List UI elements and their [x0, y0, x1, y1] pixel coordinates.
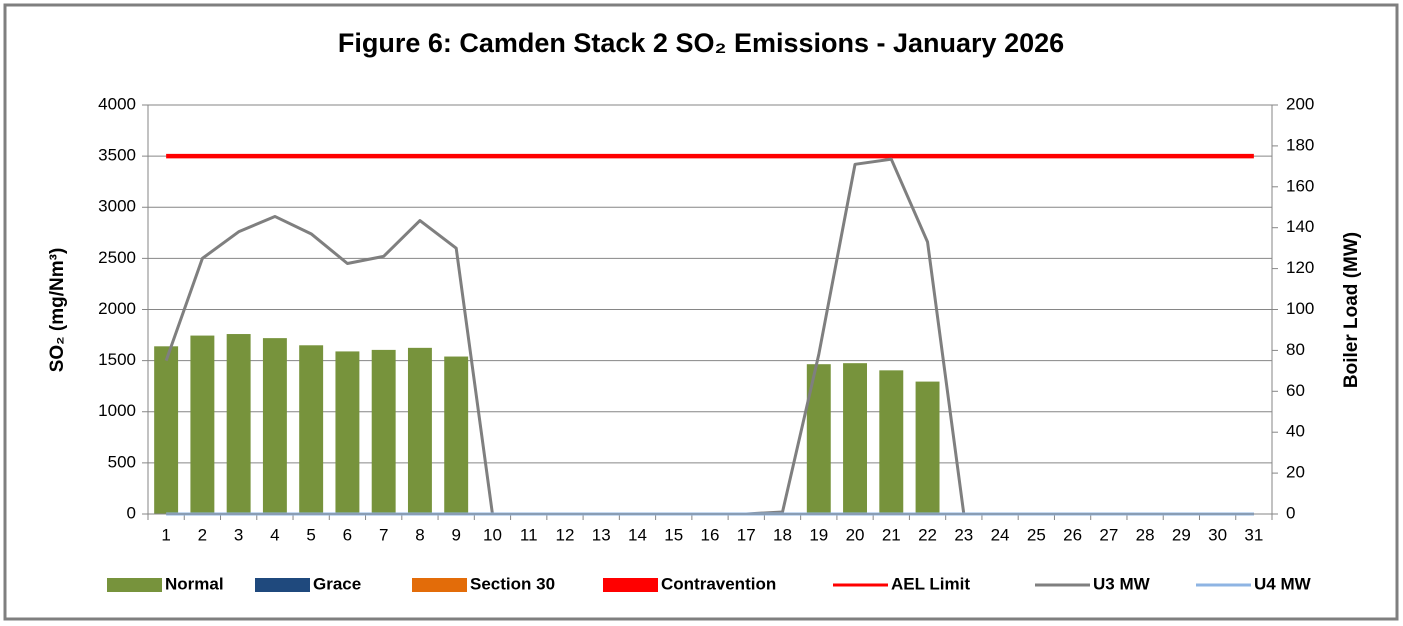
y-tick-label: 0: [127, 503, 136, 522]
x-tick-label: 24: [991, 525, 1010, 544]
x-tick-label: 2: [198, 525, 207, 544]
legend-swatch: [412, 578, 467, 592]
y2-tick-label: 140: [1286, 217, 1314, 236]
x-tick-label: 11: [520, 525, 538, 544]
y2-tick-label: 120: [1286, 258, 1314, 277]
y2-tick-label: 0: [1286, 503, 1295, 522]
x-tick-label: 13: [592, 525, 611, 544]
bar: [407, 347, 432, 514]
bar: [299, 345, 324, 514]
x-tick-label: 28: [1136, 525, 1155, 544]
legend-label: Grace: [313, 574, 361, 593]
legend-label: AEL Limit: [891, 574, 970, 593]
y2-axis-title: Boiler Load (MW): [1341, 232, 1362, 388]
x-tick-label: 8: [415, 525, 424, 544]
bar: [226, 334, 251, 514]
y-tick-label: 2500: [98, 248, 136, 267]
legend-label: U4 MW: [1254, 574, 1312, 593]
y2-tick-label: 80: [1286, 340, 1305, 359]
bar: [190, 335, 215, 514]
x-tick-label: 18: [773, 525, 792, 544]
legend-label: Contravention: [661, 574, 776, 593]
bar: [879, 370, 904, 514]
x-tick-label: 29: [1172, 525, 1191, 544]
y-tick-label: 2000: [98, 299, 136, 318]
x-tick-label: 27: [1099, 525, 1118, 544]
x-tick-label: 5: [306, 525, 315, 544]
chart-border: [3, 3, 1399, 621]
x-tick-label: 31: [1244, 525, 1263, 544]
legend-swatch: [603, 578, 658, 592]
bar: [806, 364, 831, 514]
x-tick-label: 9: [451, 525, 460, 544]
legend-label: U3 MW: [1093, 574, 1151, 593]
x-tick-label: 1: [161, 525, 170, 544]
x-tick-label: 14: [628, 525, 647, 544]
x-tick-label: 26: [1063, 525, 1082, 544]
y-tick-label: 3000: [98, 197, 136, 216]
x-tick-label: 7: [379, 525, 388, 544]
bar: [371, 349, 396, 514]
x-tick-label: 22: [918, 525, 937, 544]
y2-tick-label: 20: [1286, 463, 1305, 482]
y-tick-label: 4000: [98, 94, 136, 113]
x-tick-label: 20: [846, 525, 865, 544]
x-tick-label: 12: [556, 525, 575, 544]
y-tick-label: 1500: [98, 350, 136, 369]
x-tick-label: 21: [882, 525, 901, 544]
legend-swatch: [107, 578, 162, 592]
x-tick-label: 25: [1027, 525, 1046, 544]
y-tick-label: 1000: [98, 401, 136, 420]
bar: [843, 363, 867, 514]
x-tick-label: 19: [809, 525, 828, 544]
bar: [154, 346, 179, 514]
y-tick-label: 500: [108, 452, 136, 471]
legend-swatch: [255, 578, 310, 592]
legend-label: Section 30: [470, 574, 555, 593]
x-tick-label: 10: [483, 525, 502, 544]
chart-title: Figure 6: Camden Stack 2 SO₂ Emissions -…: [338, 28, 1064, 58]
y2-tick-label: 160: [1286, 176, 1314, 195]
y2-tick-label: 180: [1286, 135, 1314, 154]
y-tick-label: 3500: [98, 146, 136, 165]
x-tick-label: 15: [664, 525, 683, 544]
y2-tick-label: 40: [1286, 422, 1305, 441]
y-axis-title: SO₂ (mg/Nm³): [47, 248, 68, 373]
bar: [444, 356, 469, 514]
y2-tick-label: 100: [1286, 299, 1314, 318]
x-tick-label: 17: [737, 525, 756, 544]
x-tick-label: 16: [701, 525, 720, 544]
x-tick-label: 23: [954, 525, 973, 544]
bar: [262, 338, 287, 514]
x-tick-label: 4: [270, 525, 279, 544]
x-tick-label: 6: [343, 525, 352, 544]
y2-tick-label: 60: [1286, 381, 1305, 400]
bar: [915, 381, 940, 514]
x-tick-label: 3: [234, 525, 243, 544]
x-tick-label: 30: [1208, 525, 1227, 544]
bar: [335, 351, 360, 514]
legend-label: Normal: [165, 574, 224, 593]
y2-tick-label: 200: [1286, 94, 1314, 113]
